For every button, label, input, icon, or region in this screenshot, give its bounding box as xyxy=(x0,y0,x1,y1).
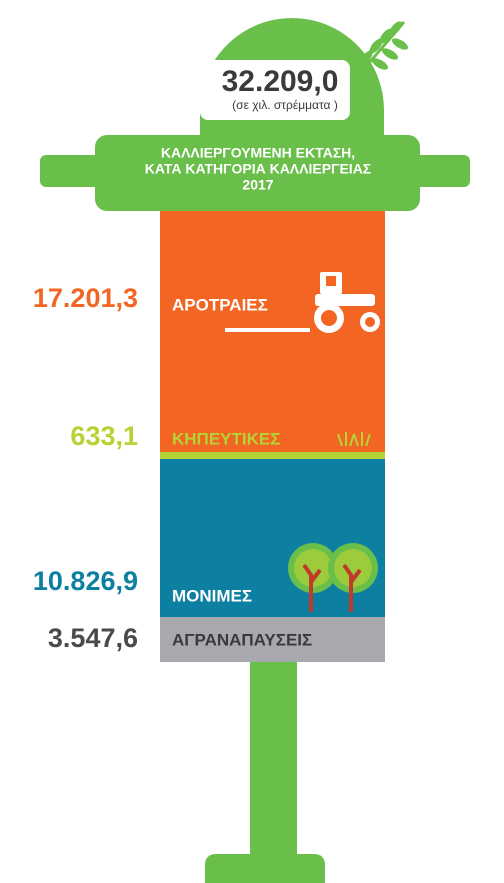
trees-icon xyxy=(288,543,378,612)
title-line: 2017 xyxy=(242,177,273,193)
total-unit: (σε χιλ. στρέμματα ) xyxy=(232,98,338,112)
total-value: 32.209,0 xyxy=(222,65,339,98)
segment-name: ΑΡΟΤΡΑΙΕΣ xyxy=(172,295,268,314)
banner-tab-left xyxy=(40,155,110,187)
segment-value: 633,1 xyxy=(70,421,138,451)
title-line: ΚΑΛΛΙΕΡΓΟΥΜΕΝΗ ΕΚΤΑΣΗ, xyxy=(161,145,355,161)
pole-base xyxy=(205,854,325,883)
sprouts-icon xyxy=(337,432,371,447)
segment-value: 3.547,6 xyxy=(48,623,138,653)
segment-value: 10.826,9 xyxy=(33,566,138,596)
pole xyxy=(250,662,297,857)
banner-tab-right xyxy=(405,155,470,187)
segment-vegetables xyxy=(160,452,385,459)
segment-name: ΜΟΝΙΜΕΣ xyxy=(172,586,252,605)
segment-name: ΚΗΠΕΥΤΙΚΕΣ xyxy=(172,429,280,448)
segment-fallow xyxy=(160,617,385,662)
total-box xyxy=(200,60,350,120)
wheat-icon xyxy=(356,21,409,77)
segment-value: 17.201,3 xyxy=(33,283,138,313)
title-line: ΚΑΤΑ ΚΑΤΗΓΟΡΙΑ ΚΑΛΛΙΕΡΓΕΙΑΣ xyxy=(145,161,371,177)
banner xyxy=(95,135,420,211)
tractor-icon xyxy=(225,272,380,333)
segment-name: ΑΓΡΑΝΑΠΑΥΣΕΙΣ xyxy=(172,630,312,649)
